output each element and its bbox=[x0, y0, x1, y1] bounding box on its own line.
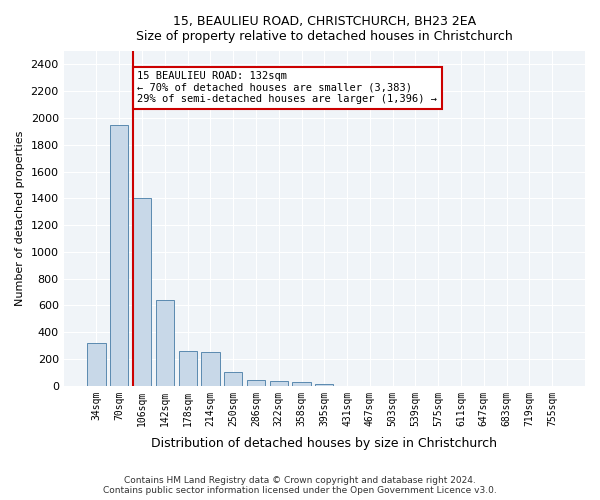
Text: 15 BEAULIEU ROAD: 132sqm
← 70% of detached houses are smaller (3,383)
29% of sem: 15 BEAULIEU ROAD: 132sqm ← 70% of detach… bbox=[137, 71, 437, 104]
Title: 15, BEAULIEU ROAD, CHRISTCHURCH, BH23 2EA
Size of property relative to detached : 15, BEAULIEU ROAD, CHRISTCHURCH, BH23 2E… bbox=[136, 15, 513, 43]
Bar bbox=[110, 124, 128, 386]
Text: Contains HM Land Registry data © Crown copyright and database right 2024.
Contai: Contains HM Land Registry data © Crown c… bbox=[103, 476, 497, 495]
Bar bbox=[247, 380, 265, 386]
Bar bbox=[292, 382, 311, 386]
Bar bbox=[269, 380, 288, 386]
Bar bbox=[224, 372, 242, 386]
X-axis label: Distribution of detached houses by size in Christchurch: Distribution of detached houses by size … bbox=[151, 437, 497, 450]
Bar bbox=[133, 198, 151, 386]
Bar bbox=[156, 300, 174, 386]
Bar bbox=[201, 352, 220, 386]
Bar bbox=[179, 351, 197, 386]
Bar bbox=[88, 343, 106, 386]
Y-axis label: Number of detached properties: Number of detached properties bbox=[15, 131, 25, 306]
Bar bbox=[315, 384, 334, 386]
